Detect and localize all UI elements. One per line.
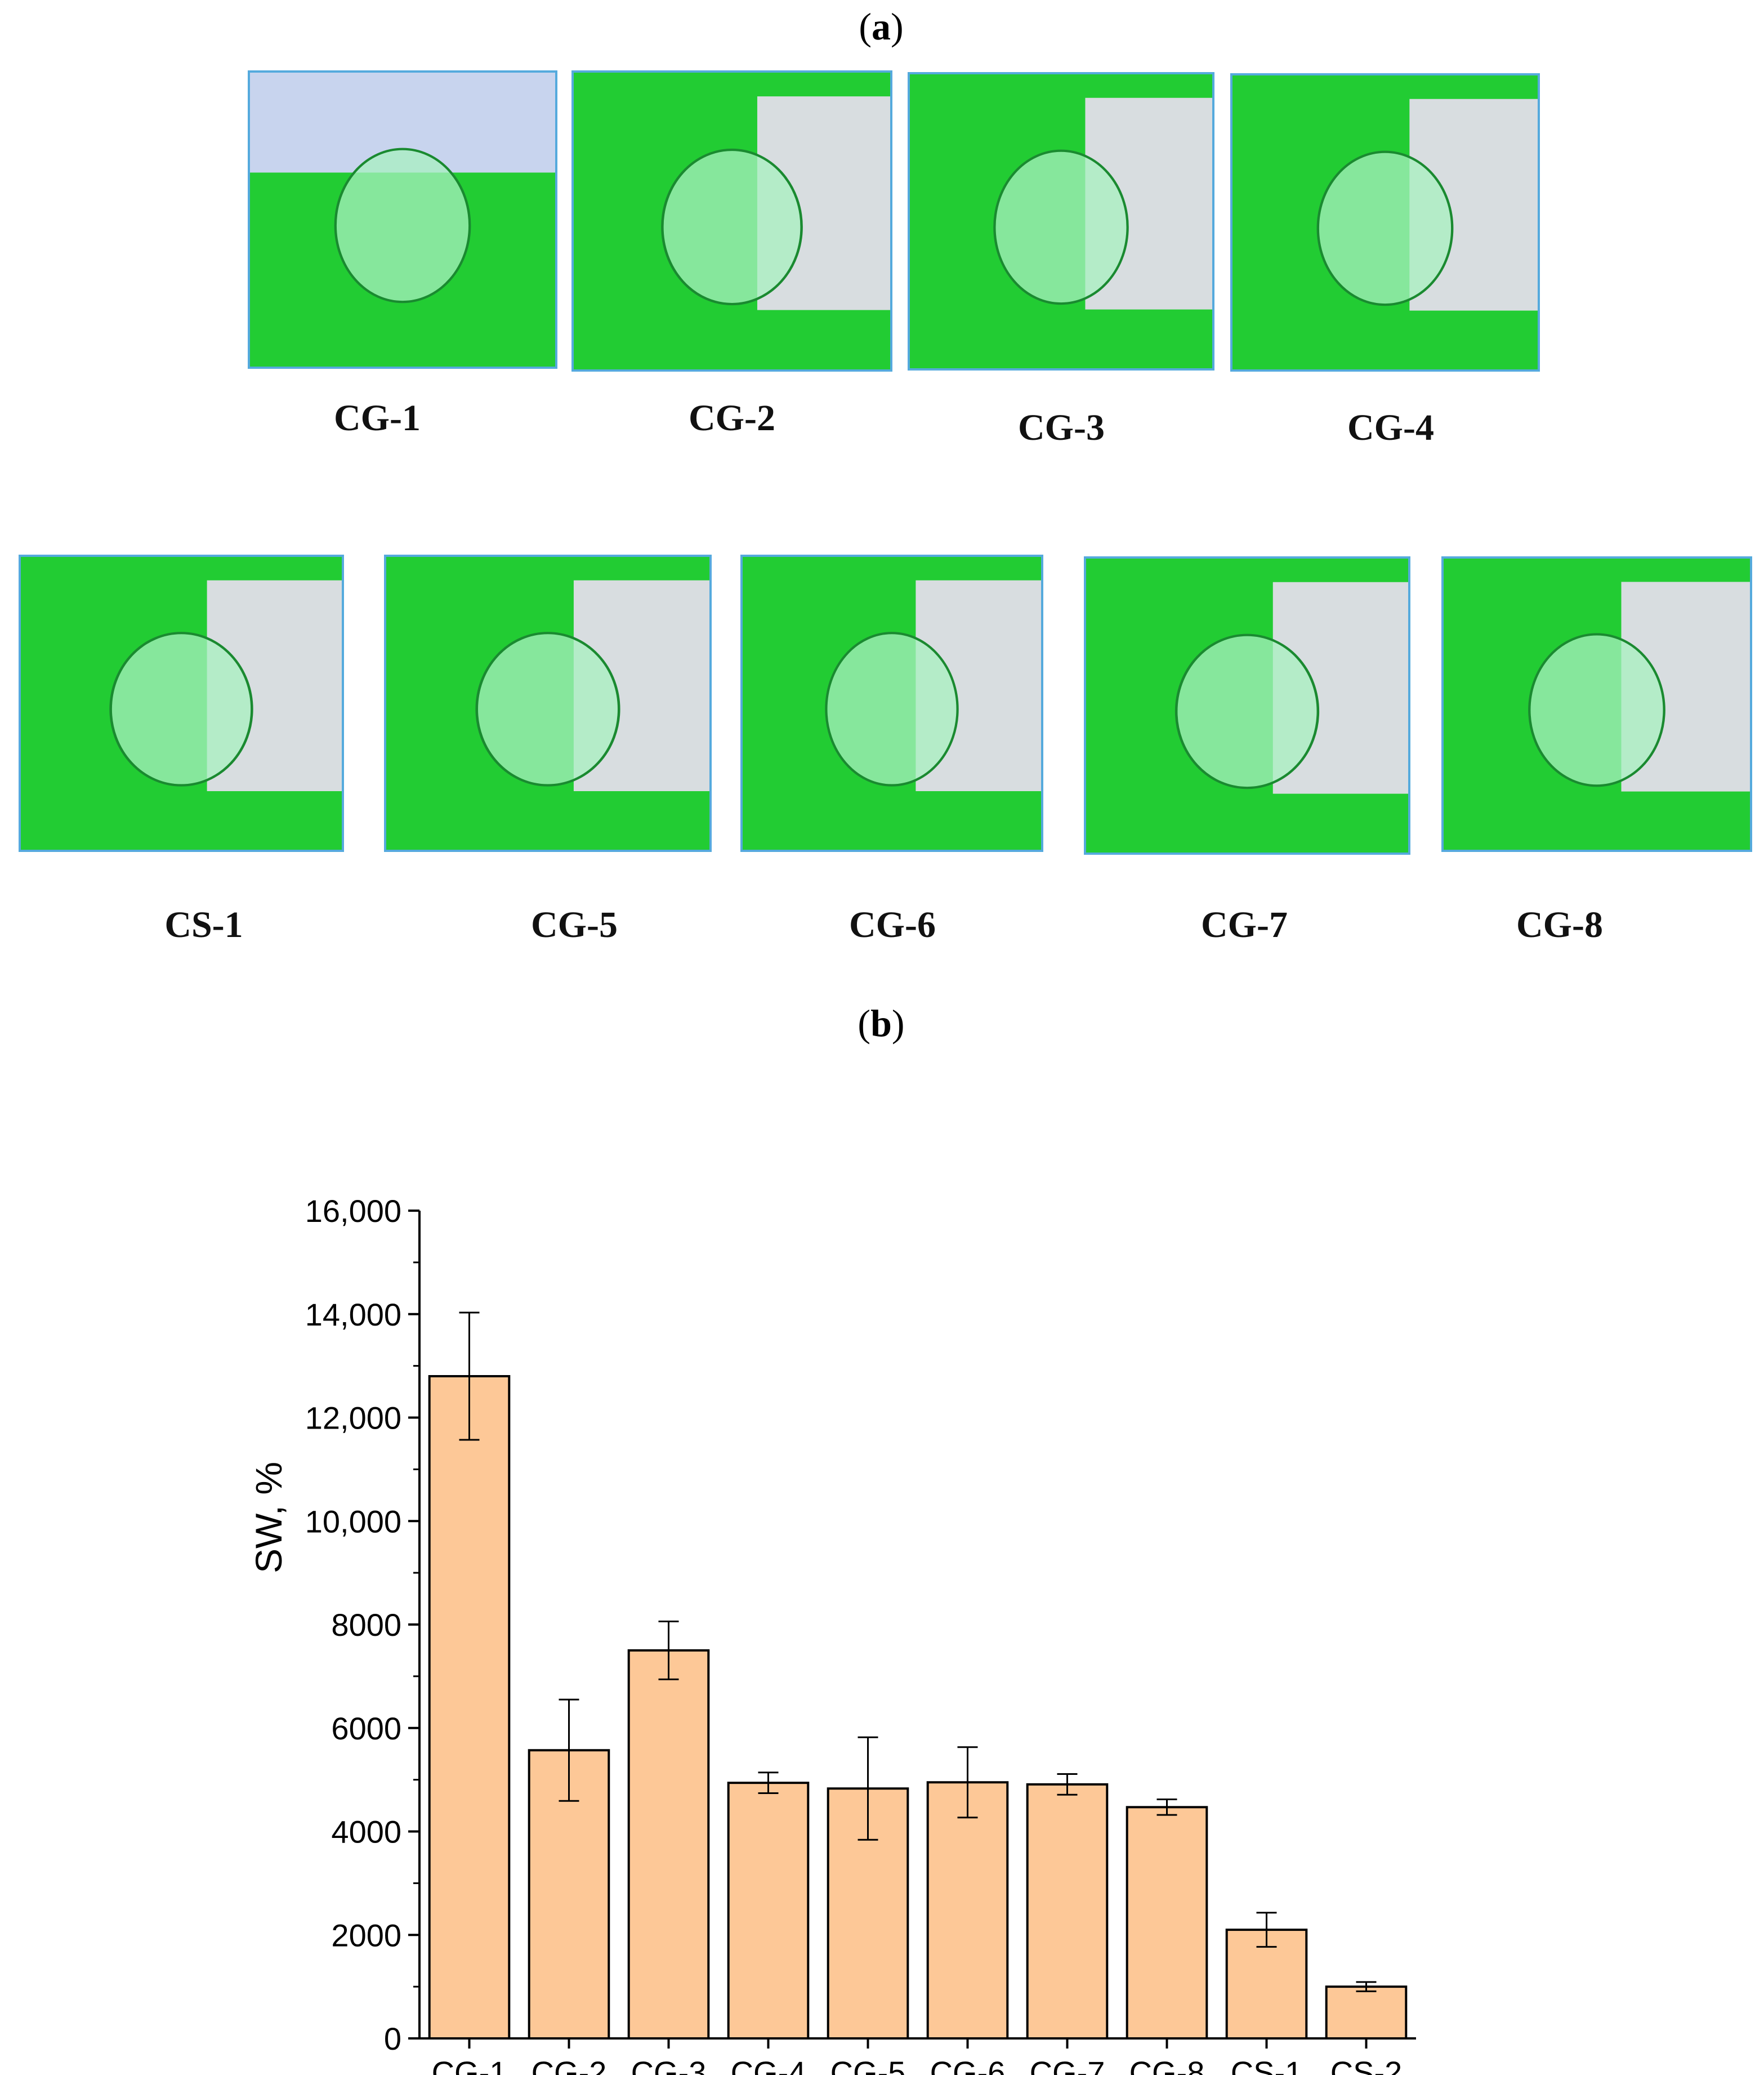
y-tick-label: 0: [384, 2021, 401, 2056]
photo-cg-1: [248, 70, 557, 369]
photo-cg-8: [1441, 556, 1752, 852]
photo-cs-1: [19, 555, 344, 852]
y-tick-label: 2000: [331, 1917, 401, 1953]
gel-disc-on-spatula-photo: [1232, 75, 1538, 369]
photo-cg-3: [908, 72, 1214, 371]
bar-cg-8: [1126, 1806, 1208, 2040]
caption-cs-1: CS-1: [164, 904, 243, 945]
x-tick-label-cg-8: CG-8: [1129, 2055, 1205, 2075]
x-tick-label-cs-2: CS-2: [1330, 2055, 1403, 2075]
y-tick-label: 10,000: [305, 1503, 401, 1539]
y-tick-label: 6000: [331, 1711, 401, 1746]
chart-error-bars: [459, 1311, 1377, 1992]
y-tick-label: 14,000: [305, 1297, 401, 1332]
x-tick-label-cg-5: CG-5: [830, 2055, 906, 2075]
photo-cg-7: [1084, 556, 1410, 855]
photo-cg-6: [740, 555, 1043, 852]
x-axis-ticks: CG-1 CG-2 CG-3 CG-4 CG-5 CG-6 CG-7 CG-8 CS-1 CS-2: [432, 2038, 1403, 2075]
gel-disc-on-spatula-photo: [743, 557, 1041, 850]
chart-bars: [428, 1375, 1408, 2040]
photo-cg-5: [384, 555, 712, 852]
gel-disc-on-spatula-photo: [1086, 559, 1408, 853]
x-tick-label-cg-3: CG-3: [631, 2055, 707, 2075]
caption-cg-7: CG-7: [1201, 904, 1288, 945]
gel-disc-on-spatula-photo: [910, 74, 1212, 368]
caption-cg-4: CG-4: [1347, 407, 1434, 448]
bar-cg-7: [1026, 1783, 1109, 2040]
bar-cg-3: [627, 1649, 710, 2040]
photo-cg-2: [571, 70, 892, 372]
x-tick-label-cg-6: CG-6: [930, 2055, 1006, 2075]
caption-cg-1: CG-1: [334, 398, 421, 439]
y-tick-label: 4000: [331, 1814, 401, 1850]
photo-cg-4: [1230, 73, 1540, 372]
x-tick-label-cs-1: CS-1: [1231, 2055, 1303, 2075]
y-axis-ticks: 0 2000 4000 6000 8000 10,000 12,000 14,000 16,00…: [305, 1193, 419, 2056]
panel-b-label: (b): [858, 1002, 905, 1045]
y-tick-label: 12,000: [305, 1400, 401, 1436]
x-tick-label-cg-4: CG-4: [731, 2055, 806, 2075]
x-tick-label-cg-2: CG-2: [532, 2055, 607, 2075]
caption-cg-5: CG-5: [531, 904, 618, 945]
caption-cg-8: CG-8: [1516, 904, 1603, 945]
y-tick-label: 16,000: [305, 1193, 401, 1229]
x-tick-label-cg-7: CG-7: [1030, 2055, 1105, 2075]
gel-disc-on-spatula-photo: [21, 557, 342, 850]
gel-disc-on-spatula-photo: [386, 557, 709, 850]
gel-droplet-photo: [250, 73, 555, 367]
bar-cg-1: [428, 1375, 511, 2040]
caption-cg-6: CG-6: [849, 904, 936, 945]
panel-a-label: (a): [859, 5, 904, 48]
y-tick-label: 8000: [331, 1607, 401, 1643]
gel-disc-on-spatula-photo: [574, 73, 890, 369]
caption-cg-3: CG-3: [1018, 407, 1105, 448]
bar-cg-4: [727, 1782, 810, 2040]
caption-cg-2: CG-2: [689, 398, 775, 439]
gel-disc-on-spatula-photo: [1444, 559, 1750, 850]
y-axis-label: SW, %: [248, 1462, 289, 1573]
x-tick-label-cg-1: CG-1: [432, 2055, 507, 2075]
bar-cg-6: [926, 1781, 1009, 2040]
bar-cs-2: [1325, 1985, 1408, 2040]
